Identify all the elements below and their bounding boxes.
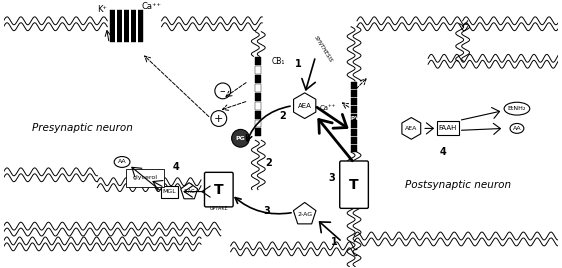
- Text: 1: 1: [331, 237, 338, 247]
- FancyBboxPatch shape: [138, 10, 143, 42]
- Text: AA: AA: [513, 126, 522, 131]
- Text: 3: 3: [328, 173, 335, 183]
- FancyBboxPatch shape: [255, 120, 261, 127]
- Polygon shape: [181, 183, 198, 199]
- FancyBboxPatch shape: [124, 10, 129, 42]
- Text: T: T: [214, 183, 224, 197]
- FancyBboxPatch shape: [340, 161, 368, 208]
- Text: AEA: AEA: [298, 103, 312, 109]
- FancyBboxPatch shape: [131, 10, 136, 42]
- FancyBboxPatch shape: [255, 75, 261, 83]
- Text: K⁺: K⁺: [97, 5, 107, 14]
- FancyBboxPatch shape: [437, 121, 459, 135]
- Text: –: –: [220, 86, 225, 96]
- Ellipse shape: [510, 124, 524, 133]
- Text: 2-AG: 2-AG: [297, 212, 312, 217]
- Polygon shape: [402, 118, 421, 139]
- FancyBboxPatch shape: [115, 10, 117, 42]
- Text: T: T: [349, 178, 359, 192]
- FancyBboxPatch shape: [129, 10, 131, 42]
- Text: UPTAKE: UPTAKE: [210, 206, 228, 211]
- Text: 4: 4: [439, 147, 446, 157]
- Text: 1: 1: [296, 59, 302, 69]
- Text: 2: 2: [265, 158, 271, 168]
- FancyBboxPatch shape: [351, 98, 357, 105]
- FancyBboxPatch shape: [117, 10, 122, 42]
- FancyBboxPatch shape: [255, 128, 261, 136]
- FancyBboxPatch shape: [351, 90, 357, 97]
- FancyBboxPatch shape: [3, 2, 559, 267]
- FancyBboxPatch shape: [255, 84, 261, 92]
- Circle shape: [211, 111, 226, 126]
- Text: 2-AG: 2-AG: [183, 189, 195, 194]
- FancyBboxPatch shape: [255, 57, 261, 65]
- Text: Ca⁺⁺: Ca⁺⁺: [142, 2, 162, 12]
- Text: PG: PG: [235, 136, 246, 141]
- FancyBboxPatch shape: [205, 172, 233, 207]
- Text: +: +: [214, 114, 224, 124]
- Text: Ca⁺⁺: Ca⁺⁺: [319, 105, 336, 111]
- FancyBboxPatch shape: [351, 129, 357, 136]
- FancyBboxPatch shape: [351, 106, 357, 113]
- FancyBboxPatch shape: [351, 82, 357, 89]
- Polygon shape: [293, 93, 316, 118]
- FancyBboxPatch shape: [136, 10, 138, 42]
- Text: 2: 2: [280, 111, 287, 121]
- FancyBboxPatch shape: [161, 186, 178, 198]
- FancyBboxPatch shape: [351, 145, 357, 152]
- Text: Presynaptic neuron: Presynaptic neuron: [32, 123, 133, 133]
- Circle shape: [232, 129, 250, 147]
- Text: 3: 3: [264, 206, 270, 216]
- FancyBboxPatch shape: [351, 137, 357, 144]
- FancyBboxPatch shape: [122, 10, 124, 42]
- Text: EtNH₂: EtNH₂: [507, 106, 526, 111]
- Text: MGL: MGL: [162, 189, 176, 194]
- Text: TRPV1: TRPV1: [344, 116, 364, 121]
- FancyBboxPatch shape: [255, 93, 261, 101]
- FancyBboxPatch shape: [255, 102, 261, 110]
- Text: SYNTHESIS: SYNTHESIS: [313, 35, 334, 64]
- Text: 4: 4: [173, 162, 180, 172]
- FancyBboxPatch shape: [351, 114, 357, 121]
- FancyBboxPatch shape: [351, 121, 357, 128]
- Text: FAAH: FAAH: [439, 125, 457, 131]
- Ellipse shape: [504, 102, 530, 115]
- Text: Postsynaptic neuron: Postsynaptic neuron: [405, 180, 511, 190]
- Text: AA: AA: [118, 159, 126, 165]
- Text: glycerol: glycerol: [132, 175, 157, 180]
- FancyBboxPatch shape: [255, 111, 261, 118]
- Text: AEA: AEA: [405, 126, 418, 131]
- Ellipse shape: [114, 157, 130, 168]
- Polygon shape: [293, 202, 316, 224]
- Circle shape: [215, 83, 230, 99]
- FancyBboxPatch shape: [255, 66, 261, 74]
- FancyBboxPatch shape: [110, 10, 115, 42]
- Text: CB₁: CB₁: [272, 57, 285, 66]
